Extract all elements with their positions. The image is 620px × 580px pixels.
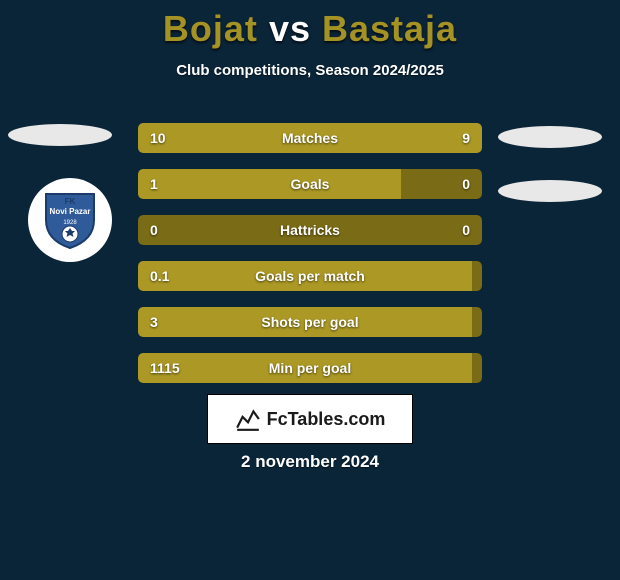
- photo-placeholder: [498, 180, 602, 202]
- stat-label: Hattricks: [138, 215, 482, 245]
- date-text: 2 november 2024: [0, 452, 620, 472]
- stat-value-left: 10: [150, 123, 166, 153]
- page-title: Bojat vs Bastaja: [0, 8, 620, 50]
- stat-value-left: 0: [150, 215, 158, 245]
- player1-name: Bojat: [163, 8, 258, 49]
- stat-row: Goals per match0.1: [138, 261, 482, 291]
- stat-value-right: 0: [462, 169, 470, 199]
- stat-row: Hattricks0 0: [138, 215, 482, 245]
- club-fk: FK: [65, 197, 76, 206]
- stats-container: Matches109Goals10Hattricks00Goals per ma…: [138, 123, 482, 399]
- club-name: Novi Pazar: [50, 207, 91, 216]
- club-badge: FK Novi Pazar 1928: [28, 178, 112, 262]
- photo-placeholder: [498, 126, 602, 148]
- stat-label: Goals per match: [138, 261, 482, 291]
- club-year: 1928: [63, 220, 77, 226]
- stat-value-left: 0.1: [150, 261, 169, 291]
- watermark: FcTables.com: [207, 394, 413, 444]
- stat-value-left: 1: [150, 169, 158, 199]
- stat-label: Goals: [138, 169, 482, 199]
- stat-label: Matches: [138, 123, 482, 153]
- stat-value-right: 0: [462, 215, 470, 245]
- stat-row: Shots per goal3: [138, 307, 482, 337]
- stat-value-left: 1115: [150, 353, 180, 383]
- stat-row: Goals1 0: [138, 169, 482, 199]
- chart-line-icon: [235, 406, 261, 432]
- watermark-text: FcTables.com: [267, 409, 386, 430]
- club-crest-icon: FK Novi Pazar 1928: [38, 188, 102, 252]
- stat-row: Min per goal1115: [138, 353, 482, 383]
- photo-placeholder: [8, 124, 112, 146]
- stat-label: Min per goal: [138, 353, 482, 383]
- stat-label: Shots per goal: [138, 307, 482, 337]
- player2-name: Bastaja: [322, 8, 457, 49]
- vs-text: vs: [269, 8, 311, 49]
- stat-value-left: 3: [150, 307, 158, 337]
- subtitle: Club competitions, Season 2024/2025: [0, 62, 620, 79]
- stat-value-right: 9: [462, 123, 470, 153]
- stat-row: Matches10 9: [138, 123, 482, 153]
